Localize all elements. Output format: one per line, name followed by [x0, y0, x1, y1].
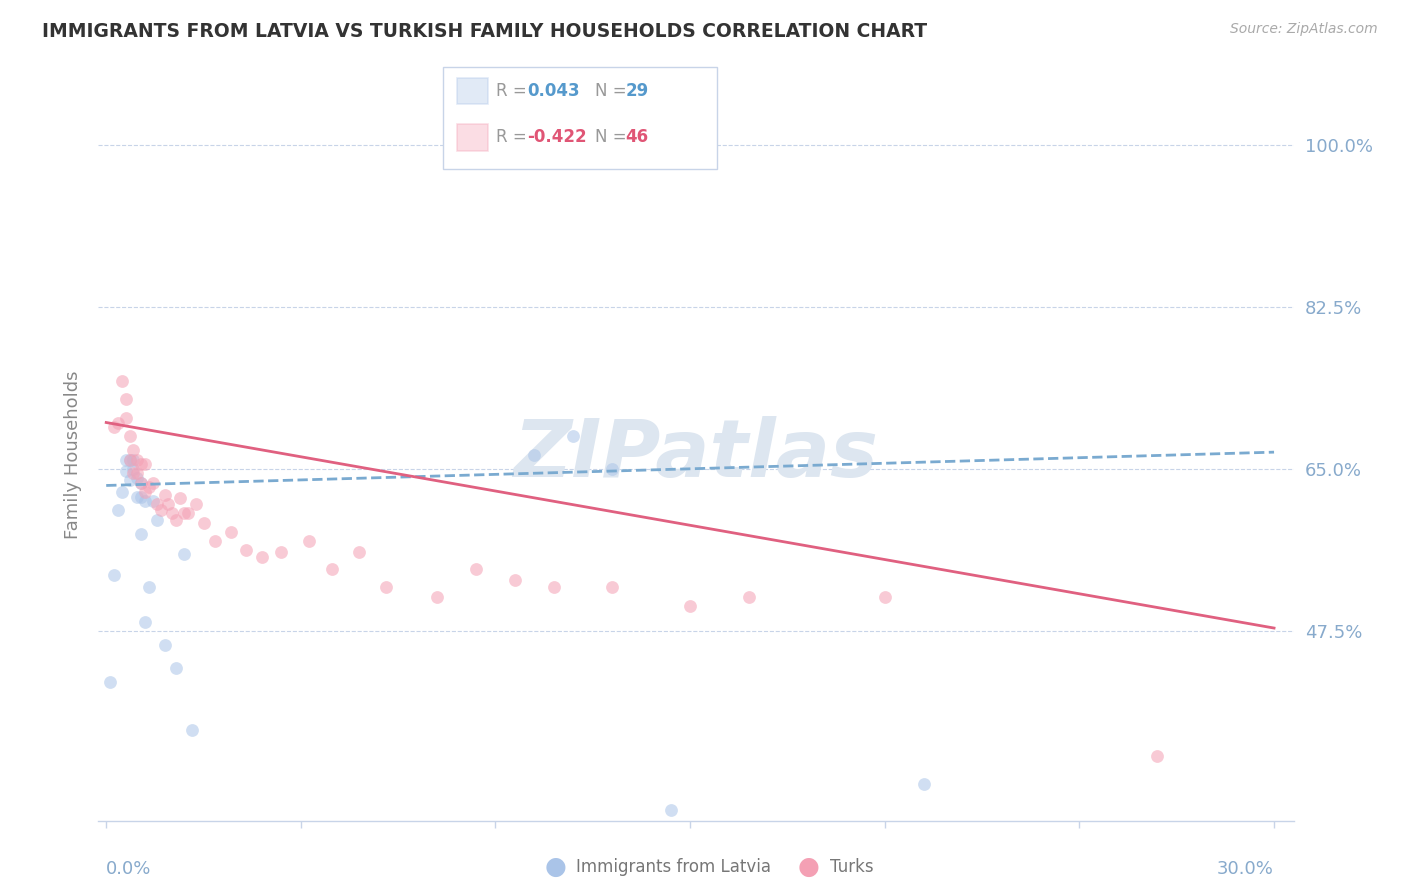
Point — [118, 452, 141, 467]
Point — [184, 497, 207, 511]
Point — [153, 638, 176, 652]
Point — [162, 506, 184, 520]
Point — [129, 475, 152, 490]
Point — [873, 590, 896, 604]
Text: N =: N = — [595, 128, 631, 146]
Point — [600, 462, 623, 476]
Text: R =: R = — [496, 82, 533, 100]
Point — [219, 524, 242, 539]
Point — [659, 803, 682, 817]
Point — [111, 485, 134, 500]
Text: IMMIGRANTS FROM LATVIA VS TURKISH FAMILY HOUSEHOLDS CORRELATION CHART: IMMIGRANTS FROM LATVIA VS TURKISH FAMILY… — [42, 22, 928, 41]
Point — [204, 534, 226, 549]
Text: N =: N = — [595, 82, 631, 100]
Text: Source: ZipAtlas.com: Source: ZipAtlas.com — [1230, 22, 1378, 37]
Point — [111, 374, 134, 388]
Point — [129, 475, 152, 490]
Point — [465, 562, 488, 576]
Point — [235, 543, 257, 558]
Point — [562, 429, 585, 443]
Point — [737, 590, 759, 604]
Point — [103, 420, 125, 434]
Point — [173, 547, 195, 561]
Point — [503, 573, 526, 587]
Point — [127, 490, 149, 504]
Point — [114, 452, 136, 467]
Point — [600, 580, 623, 594]
Point — [912, 776, 935, 790]
Point — [129, 526, 152, 541]
Point — [165, 513, 187, 527]
Point — [122, 467, 145, 481]
Point — [138, 580, 160, 594]
Point — [118, 429, 141, 443]
Point — [138, 480, 160, 494]
Text: ●: ● — [544, 855, 567, 879]
Point — [180, 723, 202, 737]
Point — [146, 513, 169, 527]
Point — [134, 457, 156, 471]
Point — [679, 599, 702, 613]
Point — [177, 506, 200, 520]
Y-axis label: Family Households: Family Households — [65, 371, 83, 539]
Point — [103, 568, 125, 582]
Text: 46: 46 — [626, 128, 648, 146]
Point — [107, 416, 129, 430]
Point — [134, 494, 156, 508]
Point — [543, 580, 565, 594]
Point — [134, 485, 156, 500]
Point — [118, 473, 141, 487]
Point — [298, 534, 321, 549]
Point — [114, 464, 136, 478]
Point — [127, 467, 149, 481]
Point — [129, 490, 152, 504]
Point — [127, 452, 149, 467]
Point — [270, 545, 292, 559]
Point — [114, 392, 136, 407]
Point — [426, 590, 449, 604]
Point — [523, 448, 546, 462]
Point — [127, 471, 149, 485]
Point — [107, 503, 129, 517]
Text: ZIPatlas: ZIPatlas — [513, 416, 879, 494]
Text: ●: ● — [797, 855, 820, 879]
Point — [129, 457, 152, 471]
Point — [134, 615, 156, 629]
Point — [142, 475, 165, 490]
Point — [153, 488, 176, 502]
Text: 0.043: 0.043 — [527, 82, 579, 100]
Point — [157, 497, 180, 511]
Point — [349, 545, 371, 559]
Point — [165, 661, 187, 675]
Text: -0.422: -0.422 — [527, 128, 586, 146]
Text: 0.0%: 0.0% — [107, 860, 152, 878]
Text: R =: R = — [496, 128, 533, 146]
Point — [173, 506, 195, 520]
Point — [321, 562, 343, 576]
Point — [169, 491, 191, 506]
Point — [114, 410, 136, 425]
Point — [122, 452, 145, 467]
Point — [146, 497, 169, 511]
Point — [98, 674, 121, 689]
Point — [1146, 748, 1168, 763]
Point — [149, 503, 172, 517]
Text: Turks: Turks — [830, 858, 873, 876]
Point — [250, 549, 273, 564]
Text: 29: 29 — [626, 82, 650, 100]
Point — [122, 462, 145, 476]
Point — [118, 452, 141, 467]
Point — [142, 494, 165, 508]
Text: 30.0%: 30.0% — [1218, 860, 1274, 878]
Point — [122, 443, 145, 458]
Point — [193, 516, 215, 530]
Text: Immigrants from Latvia: Immigrants from Latvia — [576, 858, 772, 876]
Point — [375, 580, 398, 594]
